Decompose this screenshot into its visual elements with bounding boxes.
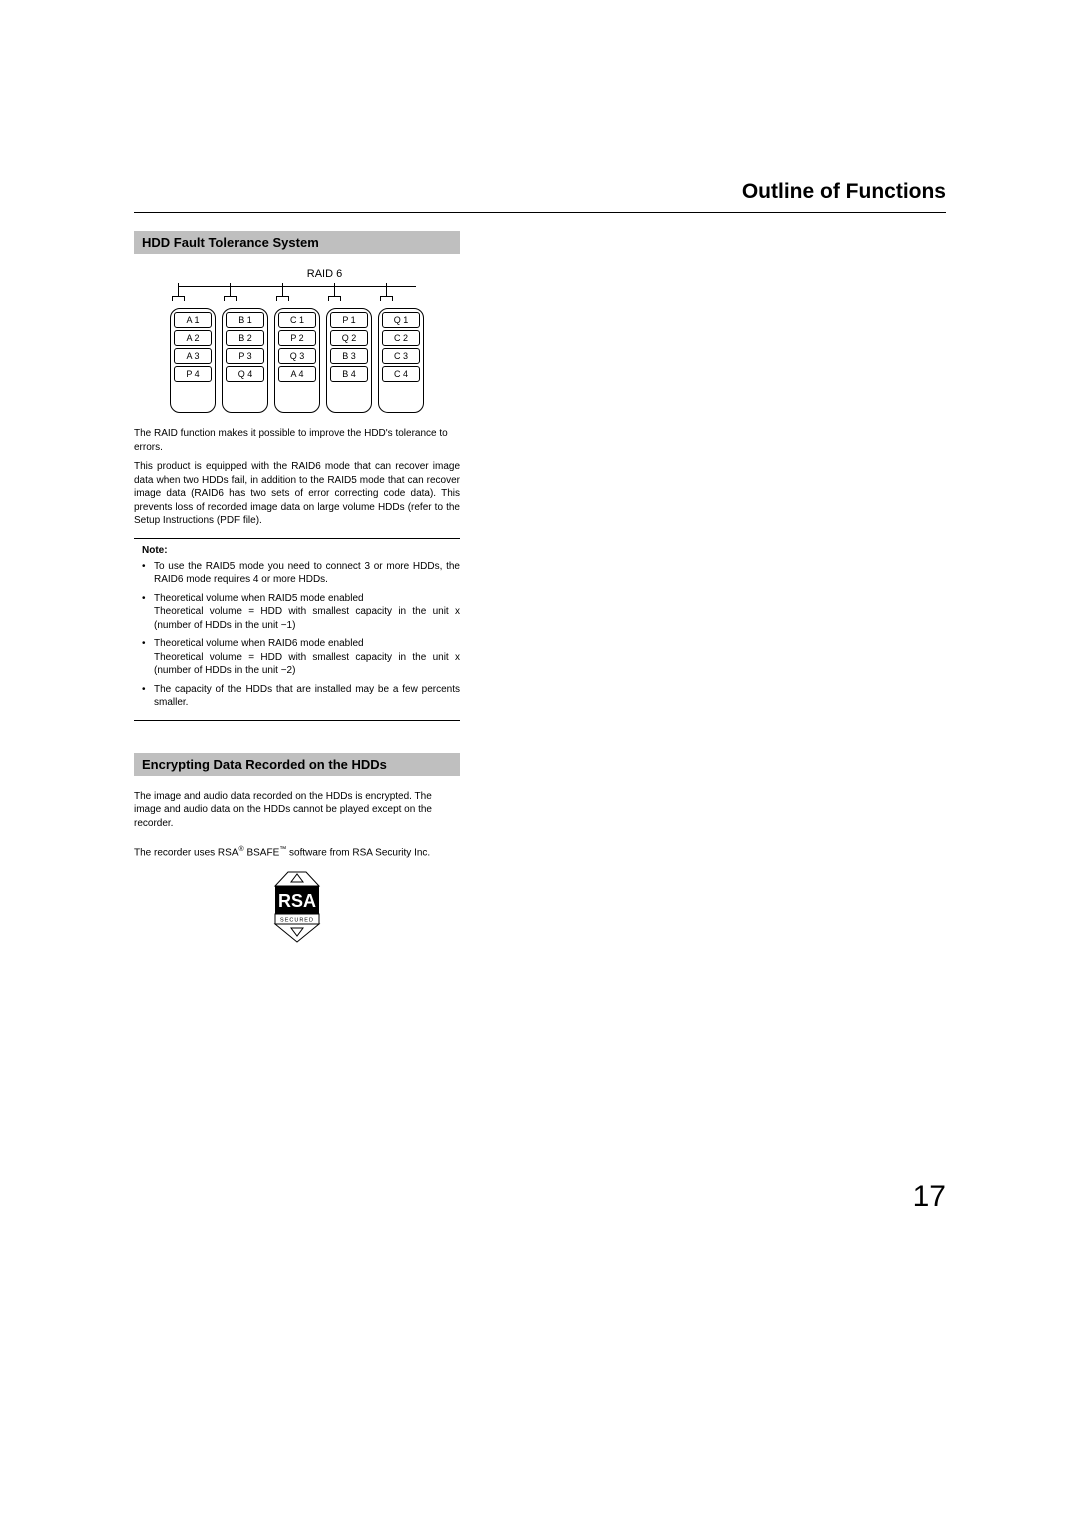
section2-header: Encrypting Data Recorded on the HDDs bbox=[134, 753, 460, 776]
page-number: 17 bbox=[134, 1180, 946, 1214]
raid-disk-cell: A 1 bbox=[174, 312, 212, 328]
raid-disk: B 1 B 2 P 3 Q 4 bbox=[222, 308, 268, 413]
raid-disk: C 1 P 2 Q 3 A 4 bbox=[274, 308, 320, 413]
raid-disk-cell: B 3 bbox=[330, 348, 368, 364]
note-rule-bottom bbox=[134, 720, 460, 721]
raid-disk-cell: P 4 bbox=[174, 366, 212, 382]
raid-bus bbox=[152, 286, 442, 306]
note-rule-top bbox=[134, 538, 460, 539]
raid-disk-cell: C 2 bbox=[382, 330, 420, 346]
raid-disk-cell: C 4 bbox=[382, 366, 420, 382]
section1-para2: This product is equipped with the RAID6 … bbox=[134, 460, 460, 528]
rsa-suffix: software from RSA Security Inc. bbox=[286, 847, 430, 858]
raid-disk-cell: P 1 bbox=[330, 312, 368, 328]
rsa-secured-logo: RSA SECURED bbox=[261, 870, 333, 948]
rsa-mid: BSAFE bbox=[244, 847, 280, 858]
raid-disk: Q 1 C 2 C 3 C 4 bbox=[378, 308, 424, 413]
raid-disk-cell: A 2 bbox=[174, 330, 212, 346]
rsa-prefix: The recorder uses RSA bbox=[134, 847, 239, 858]
note-title: Note: bbox=[142, 545, 460, 556]
raid-disk-cell: Q 2 bbox=[330, 330, 368, 346]
page-title: Outline of Functions bbox=[134, 180, 946, 213]
note-item: Theoretical volume when RAID6 mode enabl… bbox=[142, 637, 460, 678]
raid-disk-cell: P 2 bbox=[278, 330, 316, 346]
rsa-logo-top: RSA bbox=[278, 891, 316, 911]
section1-para1: The RAID function makes it possible to i… bbox=[134, 427, 460, 454]
raid-diagram: RAID 6 A 1A 2A 3P 4B 1B 2P 3Q 4C 1P bbox=[152, 268, 442, 413]
rsa-credit: The recorder uses RSA® BSAFE™ software f… bbox=[134, 846, 460, 858]
note-item: Theoretical volume when RAID5 mode enabl… bbox=[142, 592, 460, 633]
raid-disk-cell: B 1 bbox=[226, 312, 264, 328]
raid-disk-cell: P 3 bbox=[226, 348, 264, 364]
raid-disk-cell: C 3 bbox=[382, 348, 420, 364]
section2-para1: The image and audio data recorded on the… bbox=[134, 790, 460, 831]
raid-disk-cell: A 4 bbox=[278, 366, 316, 382]
raid-disk-cell: C 1 bbox=[278, 312, 316, 328]
section1-header: HDD Fault Tolerance System bbox=[134, 231, 460, 254]
raid-disk-cell: B 2 bbox=[226, 330, 264, 346]
raid-label: RAID 6 bbox=[207, 268, 442, 280]
raid-disk: P 1 Q 2 B 3 B 4 bbox=[326, 308, 372, 413]
raid-disk-cell: Q 3 bbox=[278, 348, 316, 364]
raid-disk-cell: Q 4 bbox=[226, 366, 264, 382]
raid-disks: A 1 A 2 A 3 P 4 B 1 B 2 P 3 Q 4 C 1 P 2 Q 3 A 4 P 1 Q… bbox=[152, 308, 442, 413]
note-list: To use the RAID5 mode you need to connec… bbox=[142, 560, 460, 710]
raid-disk-cell: Q 1 bbox=[382, 312, 420, 328]
rsa-logo-bottom: SECURED bbox=[280, 918, 314, 924]
raid-disk: A 1 A 2 A 3 P 4 bbox=[170, 308, 216, 413]
note-item: The capacity of the HDDs that are instal… bbox=[142, 683, 460, 710]
raid-disk-cell: A 3 bbox=[174, 348, 212, 364]
note-item: To use the RAID5 mode you need to connec… bbox=[142, 560, 460, 587]
raid-disk-cell: B 4 bbox=[330, 366, 368, 382]
